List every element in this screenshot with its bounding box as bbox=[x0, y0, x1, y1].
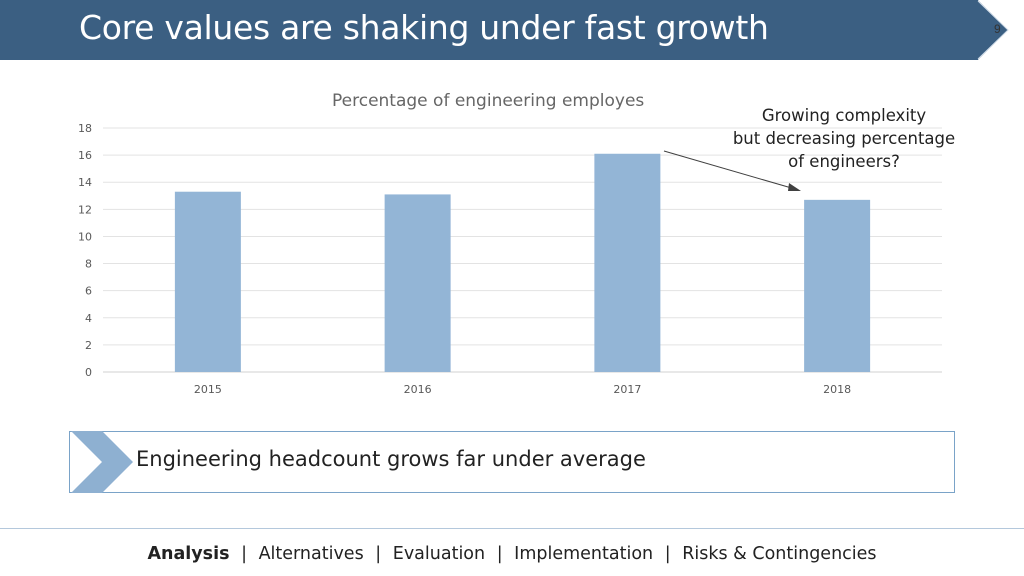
y-tick-label: 4 bbox=[85, 312, 92, 325]
chevron-right-icon bbox=[71, 431, 133, 493]
y-tick-label: 2 bbox=[85, 339, 92, 352]
bar-2017 bbox=[594, 153, 661, 372]
header-banner bbox=[0, 0, 1024, 60]
y-tick-label: 8 bbox=[85, 258, 92, 271]
annotation-line: but decreasing percentage bbox=[732, 129, 956, 148]
x-tick-label: 2016 bbox=[404, 383, 432, 396]
footer-separator: | bbox=[664, 544, 671, 564]
page-number-chevron bbox=[978, 0, 1024, 60]
footer-nav-item-analysis[interactable]: Analysis bbox=[147, 544, 230, 564]
footer-nav: Analysis | Alternatives | Evaluation | I… bbox=[0, 544, 1024, 564]
y-tick-label: 16 bbox=[78, 149, 92, 162]
bar-2018 bbox=[804, 199, 871, 372]
annotation-arrow-line bbox=[663, 150, 796, 190]
y-tick-label: 10 bbox=[78, 230, 92, 243]
footer-nav-item-alternatives[interactable]: Alternatives bbox=[258, 544, 364, 564]
footer-separator: | bbox=[241, 544, 247, 564]
footer-divider bbox=[0, 528, 1024, 529]
annotation-text: Growing complexity but decreasing percen… bbox=[705, 104, 983, 173]
callout-box bbox=[69, 431, 955, 493]
y-tick-label: 6 bbox=[85, 285, 92, 298]
y-axis-ticks: 0 2 4 6 8 10 12 14 16 18 bbox=[78, 122, 92, 379]
y-tick-label: 0 bbox=[85, 366, 92, 379]
footer-separator: | bbox=[496, 544, 503, 564]
x-tick-label: 2015 bbox=[194, 383, 222, 396]
annotation-line: of engineers? bbox=[788, 152, 900, 171]
y-tick-label: 12 bbox=[78, 203, 92, 216]
header-banner-shape bbox=[0, 0, 1008, 60]
footer-nav-item-evaluation[interactable]: Evaluation bbox=[392, 544, 486, 564]
y-tick-label: 18 bbox=[78, 122, 92, 135]
bar-2015 bbox=[174, 191, 241, 372]
page-number: 9 bbox=[994, 22, 1001, 36]
page-number-chevron-outline bbox=[977, 0, 1009, 60]
bar-chart: 0 2 4 6 8 10 12 14 16 18 2015 2016 2017 2018 bbox=[78, 122, 942, 396]
slide-title: Core values are shaking under fast growt… bbox=[79, 8, 769, 47]
annotation-arrowhead bbox=[788, 183, 801, 191]
annotation-line: Growing complexity bbox=[761, 106, 927, 125]
bar-2016 bbox=[384, 194, 451, 372]
footer-nav-item-implementation[interactable]: Implementation bbox=[514, 544, 654, 564]
x-tick-label: 2018 bbox=[823, 383, 851, 396]
footer-nav-item-risks-contingencies[interactable]: Risks & Contingencies bbox=[682, 544, 877, 564]
chart-gridlines bbox=[103, 127, 942, 373]
x-axis-ticks: 2015 2016 2017 2018 bbox=[194, 383, 851, 396]
chart-title: Percentage of engineering employes bbox=[332, 91, 645, 111]
callout-text: Engineering headcount grows far under av… bbox=[136, 447, 646, 471]
chart-bars bbox=[174, 153, 871, 372]
y-tick-label: 14 bbox=[78, 176, 92, 189]
footer-separator: | bbox=[375, 544, 382, 564]
x-tick-label: 2017 bbox=[613, 383, 641, 396]
